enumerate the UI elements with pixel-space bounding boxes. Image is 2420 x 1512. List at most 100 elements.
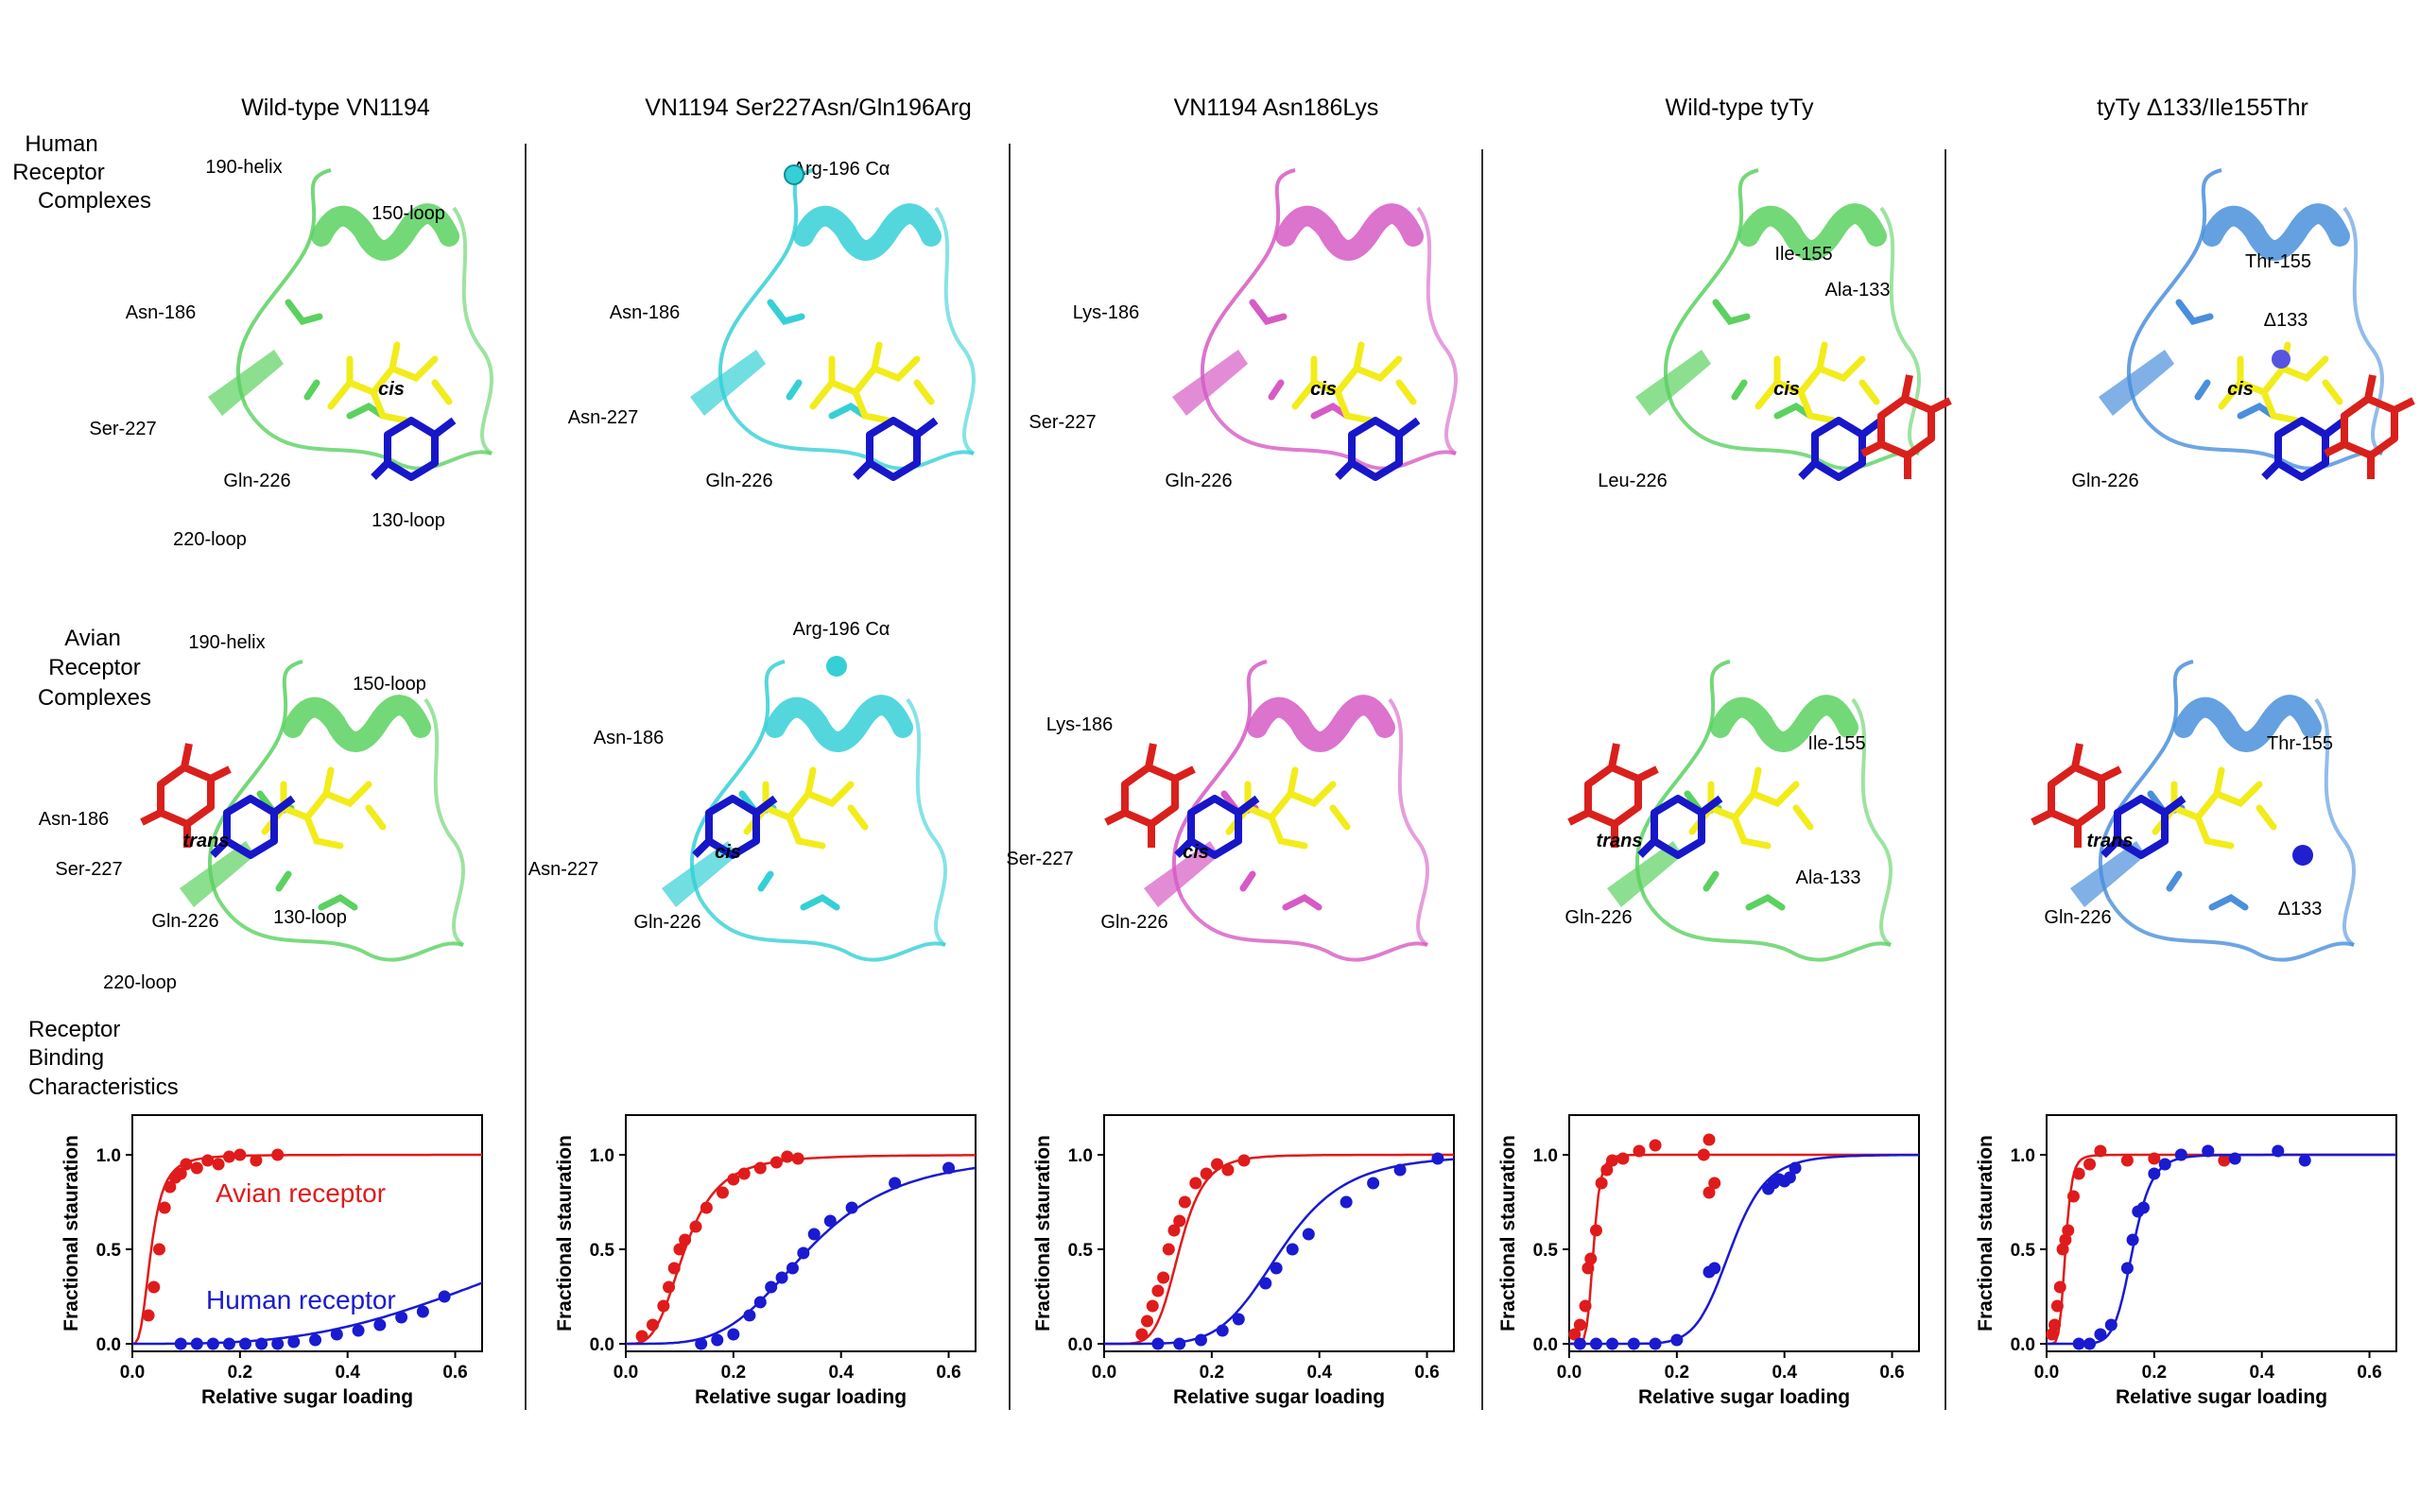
helix-ribbon (311, 203, 459, 261)
y-tick-label: 0.0 (2011, 1335, 2035, 1355)
data-point (1232, 1313, 1245, 1326)
loop-right (1879, 206, 1921, 455)
data-point (250, 1154, 263, 1167)
data-point (2056, 1243, 2069, 1256)
residue-label: Gln-226 (223, 471, 290, 491)
avian-structure: Arg-196 Cα Asn-186 Asn-227 Gln-226 cis (528, 619, 947, 962)
y-tick-label: 1.0 (1068, 1146, 1093, 1166)
human-series-label: Human receptor (206, 1285, 396, 1314)
residue-label: Thr-155 (2245, 251, 2311, 272)
column-dividers (525, 144, 1946, 1410)
data-point (711, 1333, 724, 1347)
data-point (743, 1309, 756, 1322)
data-point (1649, 1337, 1662, 1350)
data-point (1708, 1177, 1721, 1190)
data-point (2104, 1318, 2118, 1332)
human-structure: Lys-186 Ser-227 Gln-226 cis (1028, 168, 1458, 491)
residue-label: Lys-186 (1046, 714, 1113, 735)
x-tick-label: 0.2 (228, 1363, 252, 1383)
y-tick-label: 0.5 (96, 1241, 122, 1261)
x-axis-title: Relative sugar loading (695, 1386, 907, 1408)
residue-label: trans (183, 831, 230, 851)
data-point (1606, 1154, 1619, 1167)
panel-4: Wild-type tyTyIle-155Ala-133Leu-226cisIl… (1564, 94, 1952, 962)
data-point (233, 1148, 247, 1161)
data-point (786, 1262, 799, 1275)
data-point (2174, 1148, 2187, 1161)
data-point (1627, 1337, 1640, 1350)
helix-ribbon (2202, 203, 2350, 261)
y-tick-label: 0.5 (590, 1241, 615, 1261)
x-tick-label: 0.2 (2142, 1363, 2167, 1383)
ligand-yellow (327, 341, 453, 424)
data-point (1221, 1163, 1235, 1177)
data-point (438, 1290, 451, 1303)
residue-label: cis (2227, 379, 2254, 400)
y-tick-label: 0.0 (1533, 1335, 1558, 1355)
loop-bottom (2106, 897, 2355, 962)
residue-label: Arg-196 Cα (793, 619, 890, 640)
residue-label: cis (1183, 842, 1209, 863)
y-tick-label: 1.0 (590, 1146, 614, 1166)
data-point (352, 1324, 365, 1337)
data-point (1173, 1214, 1186, 1228)
fit-curve (2047, 1153, 2396, 1346)
y-axis-title: Fractional stauration (60, 1135, 82, 1332)
residue-label: Asn-186 (126, 302, 197, 323)
avian-structure: Lys-186 Ser-227 Gln-226 cis (1006, 660, 1429, 962)
delta133-atom (2272, 350, 2290, 369)
row-label-avian: Avian Receptor Complexes (38, 626, 151, 711)
residue-label: cis (715, 842, 741, 863)
data-point (807, 1228, 821, 1241)
beta-strand (180, 841, 255, 907)
loop-bottom (1208, 405, 1457, 471)
data-point (1173, 1337, 1186, 1350)
data-point (1302, 1228, 1315, 1241)
ligand-yellow (1754, 341, 1880, 424)
data-point (2120, 1154, 2134, 1167)
data-point (2148, 1167, 2161, 1180)
svg-text:Human: Human (25, 131, 97, 157)
residue-label: Δ133 (2278, 899, 2323, 919)
fit-curve (132, 1281, 483, 1346)
binding-chart-1: 0.0 0.2 0.4 0.6 0.0 0.5 1.0 Relative sugar load… (60, 1114, 483, 1408)
data-point (271, 1148, 285, 1161)
x-tick-label: 0.4 (335, 1363, 360, 1383)
y-tick-label: 0.5 (1068, 1241, 1094, 1261)
avian-structure: Thr-155 Δ133 Gln-226 trans (2031, 660, 2356, 962)
data-point (212, 1158, 225, 1171)
arg196-atom (826, 656, 847, 677)
loop-bottom (2135, 405, 2383, 471)
data-point (753, 1296, 767, 1309)
helix-ribbon (765, 695, 913, 752)
data-point (1783, 1171, 1796, 1184)
data-point (1600, 1163, 1614, 1177)
data-point (1649, 1139, 1662, 1152)
data-point (2072, 1337, 2085, 1350)
data-point (1367, 1177, 1380, 1190)
beta-strand (2070, 841, 2146, 907)
helix-ribbon (1710, 695, 1858, 752)
loop-bottom (1671, 405, 1920, 471)
loop-bottom (1643, 897, 1892, 962)
data-point (797, 1246, 810, 1260)
beta-strand (662, 841, 737, 907)
data-point (2066, 1190, 2080, 1203)
residue-label: Gln-226 (1100, 912, 1167, 933)
row-label-binding: Receptor Binding Characteristics (28, 1017, 179, 1100)
x-tick-label: 0.2 (1200, 1363, 1224, 1383)
data-point (1431, 1152, 1444, 1165)
human-structure: Ile-155 Ala-133 Leu-226 cis (1598, 168, 1952, 491)
data-point (2136, 1201, 2150, 1214)
residue-label: Gln-226 (1165, 471, 1232, 491)
loop-right (452, 206, 493, 455)
panel-title: VN1194 Asn186Lys (1174, 94, 1379, 121)
x-tick-label: 0.0 (120, 1363, 145, 1383)
x-axis-title: Relative sugar loading (2116, 1386, 2327, 1408)
data-point (174, 1337, 187, 1350)
ligand-yellow (1291, 341, 1417, 424)
data-point (395, 1311, 408, 1324)
residue-label: 150-loop (353, 674, 426, 695)
residue-label: Ser-227 (1028, 412, 1096, 433)
